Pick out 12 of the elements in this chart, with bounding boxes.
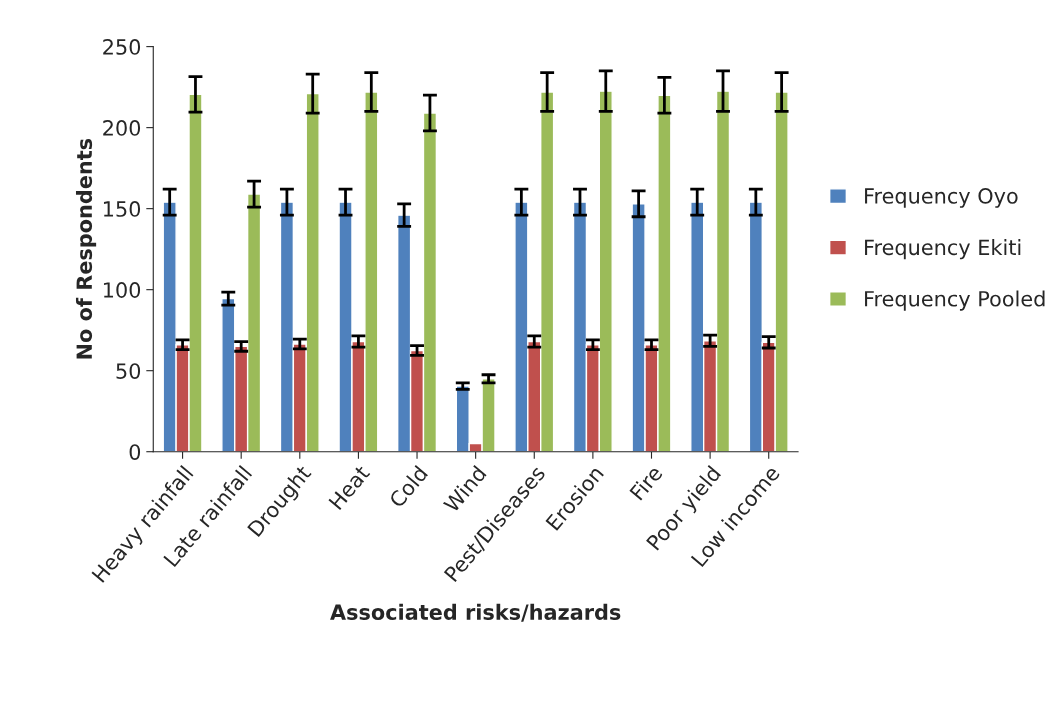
y-tick-label: 200 (103, 120, 141, 136)
y-axis-title: No of Respondents (75, 138, 97, 359)
x-axis-title: Associated risks/hazards (330, 603, 621, 622)
y-tick-label: 250 (103, 39, 141, 55)
y-tick-label: 150 (103, 201, 141, 217)
x-tick-label: Fire (628, 464, 664, 501)
legend-label: Frequency Pooled (865, 290, 1045, 311)
legend-label: Frequency Oyo (865, 188, 1018, 208)
y-tick-label: 0 (129, 444, 141, 460)
y-tick-label: 50 (116, 363, 141, 379)
legend-label: Frequency Ekiti (865, 239, 1021, 260)
y-tick-label: 100 (103, 282, 141, 298)
